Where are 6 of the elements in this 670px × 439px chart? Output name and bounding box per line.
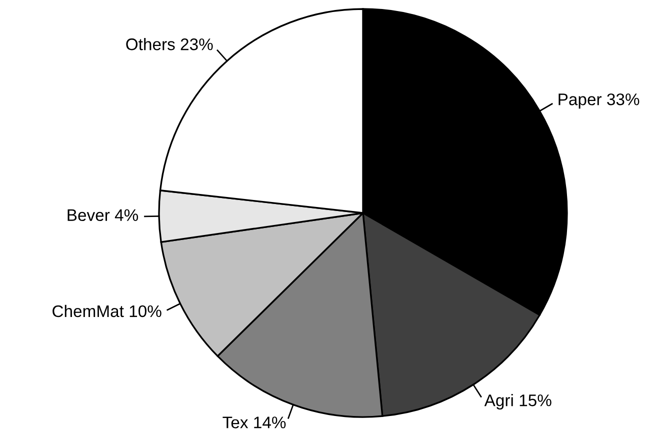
slice-label: Agri 15% bbox=[484, 394, 552, 410]
slice-label: Paper 33% bbox=[558, 93, 640, 109]
slice-label: Others 23% bbox=[126, 38, 213, 50]
slice-label: Bever 4% bbox=[68, 209, 138, 222]
slice-label: ChemMat 10% bbox=[52, 304, 162, 318]
slice-label: Tex 14% bbox=[222, 416, 286, 428]
